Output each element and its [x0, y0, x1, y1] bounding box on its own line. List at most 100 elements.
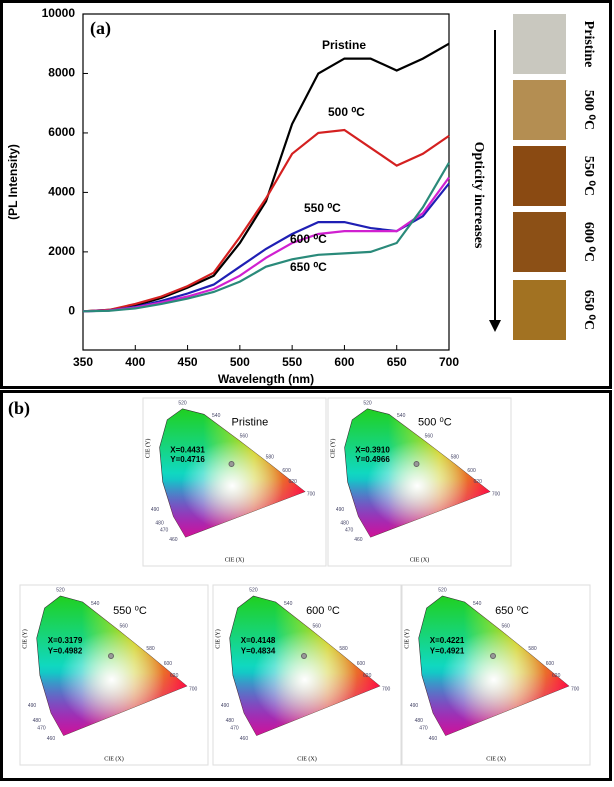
wavelength-label: 470 [230, 725, 239, 731]
wavelength-label: 620 [474, 479, 483, 485]
cie-y-axis-label: CIE (Y) [403, 629, 410, 649]
wavelength-label: 520 [249, 587, 258, 593]
wavelength-label: 700 [189, 686, 198, 692]
cie-gamut [418, 596, 569, 736]
wavelength-label: 560 [425, 434, 434, 440]
wavelength-label: 480 [415, 718, 424, 724]
wavelength-label: 600 [546, 661, 555, 667]
cie-title: 600 ⁰C [306, 605, 340, 617]
wavelength-label: 490 [410, 703, 419, 709]
wavelength-label: 490 [28, 703, 37, 709]
wavelength-label: 520 [56, 587, 65, 593]
x-tick-label: 400 [125, 355, 145, 369]
wavelength-label: 620 [170, 673, 179, 679]
wavelength-label: 520 [178, 401, 187, 407]
cie-x-axis-label: CIE (X) [410, 556, 430, 563]
wavelength-label: 560 [501, 623, 510, 629]
cie-gamut [344, 408, 490, 538]
cie-title: 650 ⁰C [495, 605, 529, 617]
sample-swatch [513, 14, 566, 74]
cie-gamut [159, 408, 305, 538]
x-axis-label: Wavelength (nm) [218, 372, 314, 386]
wavelength-label: 490 [221, 703, 230, 709]
plot-frame [82, 13, 450, 351]
wavelength-label: 560 [119, 623, 128, 629]
cie-x-axis-label: CIE (X) [225, 556, 245, 563]
wavelength-label: 700 [571, 686, 580, 692]
sample-swatch [513, 80, 566, 140]
series-line [82, 162, 450, 313]
wavelength-label: 580 [528, 646, 537, 652]
y-tick-label: 10000 [42, 6, 76, 20]
wavelength-label: 460 [240, 736, 249, 742]
wavelength-label: 600 [282, 468, 291, 474]
wavelength-label: 470 [37, 725, 46, 731]
x-tick-label: 550 [282, 355, 302, 369]
wavelength-label: 700 [307, 492, 316, 498]
wavelength-label: 540 [397, 413, 406, 419]
x-tick-label: 500 [230, 355, 250, 369]
cie-x-value: X=0.4431 [170, 445, 205, 454]
cie-y-axis-label: CIE (Y) [21, 629, 28, 649]
cie-x-value: X=0.3179 [48, 636, 83, 645]
wavelength-label: 540 [91, 601, 100, 607]
cie-title: 550 ⁰C [113, 605, 147, 617]
cie-point [413, 460, 420, 467]
sample-label: 500 ⁰C [581, 90, 596, 130]
arrow-label: Opticity increases [471, 142, 486, 249]
wavelength-label: 460 [354, 537, 363, 543]
x-tick-label: 600 [334, 355, 354, 369]
wavelength-label: 480 [155, 521, 164, 527]
wavelength-label: 490 [336, 507, 345, 513]
wavelength-label: 520 [363, 401, 372, 407]
wavelength-label: 700 [382, 686, 391, 692]
wavelength-label: 560 [240, 434, 249, 440]
sample-label: 550 ⁰C [581, 156, 596, 196]
x-tick-label: 650 [387, 355, 407, 369]
wavelength-label: 480 [33, 718, 42, 724]
panel-label: (a) [90, 18, 111, 39]
wavelength-label: 470 [345, 528, 354, 534]
sample-swatch [513, 212, 566, 272]
sample-swatch [513, 146, 566, 206]
sample-label: Pristine [581, 21, 596, 68]
wavelength-label: 460 [47, 736, 56, 742]
wavelength-label: 480 [226, 718, 235, 724]
series-label: Pristine [322, 38, 366, 52]
series-label: 650 ⁰C [290, 260, 327, 274]
wavelength-label: 580 [339, 646, 348, 652]
wavelength-label: 540 [212, 413, 221, 419]
cie-gamut [229, 596, 380, 736]
wavelength-label: 480 [340, 521, 349, 527]
wavelength-label: 620 [289, 479, 298, 485]
cie-gamut [36, 596, 187, 736]
cie-x-axis-label: CIE (X) [297, 755, 317, 762]
cie-title: Pristine [232, 416, 269, 428]
wavelength-label: 520 [438, 587, 447, 593]
sample-label: 600 ⁰C [581, 222, 596, 262]
wavelength-label: 620 [552, 673, 561, 679]
wavelength-label: 540 [284, 601, 293, 607]
wavelength-label: 470 [160, 528, 169, 534]
cie-point [228, 460, 235, 467]
cie-x-value: X=0.4148 [241, 636, 276, 645]
cie-y-value: Y=0.4834 [241, 647, 276, 656]
cie-point [490, 653, 496, 659]
panel-label: (b) [8, 398, 30, 419]
cie-title: 500 ⁰C [418, 416, 452, 428]
wavelength-label: 470 [419, 725, 428, 731]
wavelength-label: 460 [169, 537, 178, 543]
series-label: 500 ⁰C [328, 105, 365, 119]
cie-y-value: Y=0.4921 [430, 647, 465, 656]
wavelength-label: 490 [151, 507, 160, 513]
wavelength-label: 700 [492, 492, 501, 498]
x-tick-label: 700 [439, 355, 459, 369]
series-line [82, 128, 450, 313]
series-label: 600 ⁰C [290, 232, 327, 246]
x-tick-label: 450 [178, 355, 198, 369]
